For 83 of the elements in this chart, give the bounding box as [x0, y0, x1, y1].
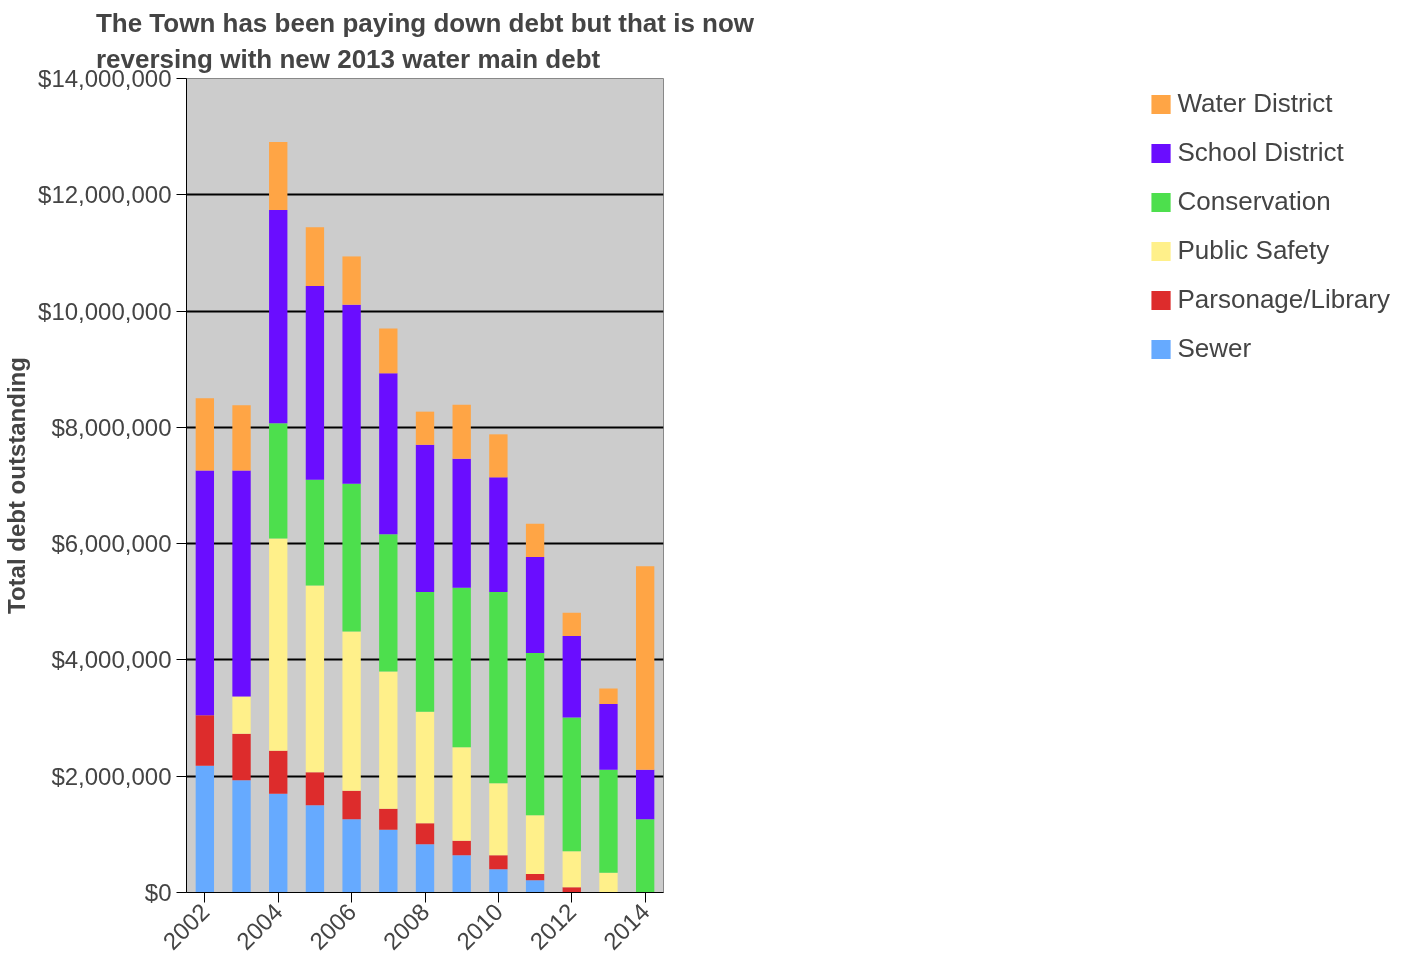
bar	[305, 585, 325, 773]
bar	[562, 612, 581, 637]
bar	[232, 405, 251, 471]
bar	[452, 840, 471, 856]
bar	[599, 688, 618, 705]
bar	[269, 423, 288, 539]
legend-label: Parsonage/Library	[1177, 284, 1390, 315]
bar	[415, 823, 435, 845]
bar	[415, 844, 435, 893]
y-axis-title: Total debt outstanding	[3, 357, 31, 614]
bar	[379, 829, 398, 893]
y-tick-label: $2,000,000	[51, 762, 172, 790]
legend-label: Public Safety	[1177, 235, 1330, 266]
y-tick-label: $8,000,000	[51, 413, 172, 441]
bar	[305, 227, 325, 287]
bar	[525, 557, 545, 653]
bar	[342, 304, 361, 484]
bar	[195, 715, 215, 766]
bar	[489, 477, 508, 592]
bar	[342, 631, 361, 791]
bar	[562, 717, 581, 852]
bar	[489, 591, 508, 784]
bar	[195, 398, 215, 471]
legend-label: Water District	[1177, 88, 1333, 119]
bar	[415, 444, 435, 592]
bar	[635, 566, 655, 770]
bar	[232, 733, 251, 781]
bar	[525, 815, 545, 874]
legend-label: Conservation	[1177, 186, 1331, 217]
bar	[489, 869, 508, 893]
bar	[342, 819, 361, 893]
bar	[379, 808, 398, 830]
bar	[195, 470, 215, 716]
y-tick-label: $10,000,000	[38, 297, 172, 325]
bar	[195, 765, 215, 893]
bar	[452, 747, 471, 841]
y-tick-label: $12,000,000	[38, 181, 172, 209]
bar	[635, 819, 655, 893]
bar	[269, 793, 288, 893]
bar	[525, 873, 545, 881]
bar	[452, 404, 471, 459]
bar	[269, 750, 288, 794]
y-tick-label: $4,000,000	[51, 646, 172, 674]
bar	[562, 636, 581, 718]
bar	[562, 851, 581, 888]
bar	[452, 458, 471, 588]
y-tick-label: $0	[144, 879, 172, 906]
bar	[452, 587, 471, 748]
bar	[379, 328, 398, 374]
bar	[379, 534, 398, 672]
bar	[305, 805, 325, 893]
bar	[489, 783, 508, 856]
bar	[269, 141, 288, 210]
bar	[525, 652, 545, 816]
bar	[525, 523, 545, 558]
bar	[305, 772, 325, 806]
bar	[379, 671, 398, 809]
bar	[562, 887, 581, 893]
bar	[525, 880, 545, 893]
bar	[269, 209, 288, 424]
bar	[489, 434, 508, 478]
bar	[232, 780, 251, 893]
bar	[232, 470, 251, 697]
bar	[342, 790, 361, 820]
legend-label: Sewer	[1177, 333, 1252, 364]
y-tick-label: $6,000,000	[51, 530, 172, 558]
bar	[489, 855, 508, 870]
bar	[342, 256, 361, 305]
bar	[305, 479, 325, 586]
bar	[305, 286, 325, 480]
bar	[599, 872, 618, 893]
bar	[415, 591, 435, 712]
bar	[452, 855, 471, 893]
bar	[232, 696, 251, 734]
bar	[269, 538, 288, 751]
bar	[599, 769, 618, 873]
bar	[635, 769, 655, 820]
legend-label: School District	[1177, 137, 1344, 168]
bar	[415, 711, 435, 824]
bar	[599, 704, 618, 770]
bar	[342, 483, 361, 632]
bar	[379, 373, 398, 535]
bar	[415, 411, 435, 445]
